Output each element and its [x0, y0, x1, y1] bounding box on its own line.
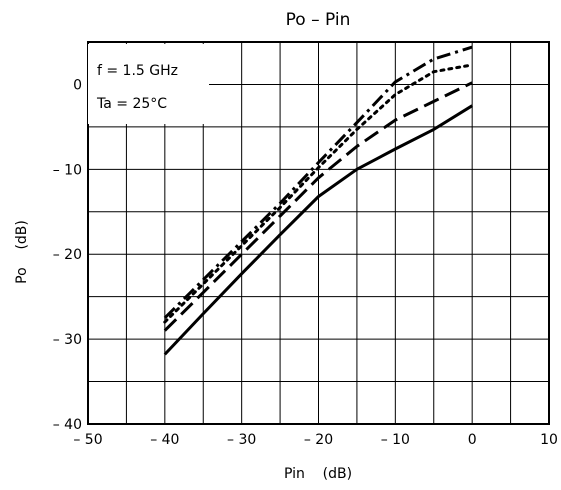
x-axis-label: Pin (dB): [284, 466, 352, 482]
y-tick-label: 0: [73, 77, 82, 93]
y-axis-label: Po (dB): [14, 220, 30, 284]
y-tick-label: – 10: [53, 162, 82, 178]
x-tick-label: 0: [468, 432, 477, 448]
x-tick-label: – 10: [381, 432, 410, 448]
x-tick-label: – 30: [227, 432, 256, 448]
series-line-dotted: [163, 63, 474, 324]
x-tick-label: – 40: [150, 432, 179, 448]
y-tick-label: – 40: [53, 417, 82, 433]
x-tick-label: 10: [540, 432, 558, 448]
frequency-annotation: f = 1.5 GHz: [97, 63, 178, 79]
plot-frame: [87, 41, 550, 425]
chart-title: Po – Pin: [286, 10, 351, 30]
x-tick-label: – 20: [304, 432, 333, 448]
series-line-dash-dot: [163, 45, 473, 319]
series-line-solid: [163, 104, 473, 356]
series-line-dashed: [163, 81, 473, 332]
y-tick-label: – 30: [53, 332, 82, 348]
y-tick-label: – 20: [53, 247, 82, 263]
series-lines: [163, 45, 474, 356]
annotation-box: [88, 44, 209, 124]
x-tick-label: – 50: [73, 432, 102, 448]
tick-labels: – 50– 40– 30– 20– 10 0 10– 40– 30– 20– 100: [53, 77, 558, 448]
temperature-annotation: Ta = 25°C: [96, 96, 167, 112]
